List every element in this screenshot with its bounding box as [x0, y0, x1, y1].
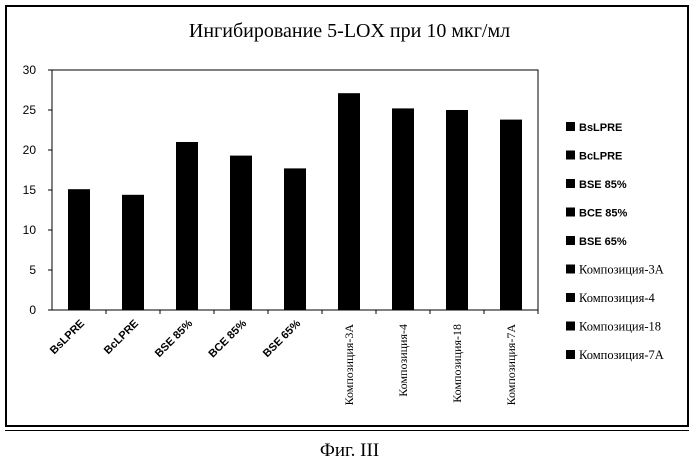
bar: [392, 108, 414, 310]
y-tick-label: 0: [29, 303, 36, 317]
y-tick-label: 15: [23, 183, 37, 197]
x-tick-label: BSE 85%: [153, 317, 195, 359]
y-tick-label: 10: [23, 223, 37, 237]
legend-swatch: [566, 293, 575, 302]
y-tick-label: 25: [23, 103, 37, 117]
legend-swatch: [566, 179, 575, 188]
x-tick-label: Композиция-4: [396, 324, 410, 397]
bar: [68, 189, 90, 310]
legend-label: Композиция-4: [579, 291, 655, 305]
legend-label: Композиция-7А: [579, 348, 664, 362]
legend-swatch: [566, 151, 575, 160]
legend-swatch: [566, 208, 575, 217]
legend-label: BcLPRE: [579, 151, 622, 163]
legend-label: BSE 65%: [579, 236, 627, 248]
bar: [122, 195, 144, 310]
x-tick-label: Композиция-3А: [342, 324, 356, 406]
bar: [338, 93, 360, 310]
bar: [446, 110, 468, 310]
x-tick-label: Композиция-7А: [504, 324, 518, 406]
legend-label: BsLPRE: [579, 122, 622, 134]
bar: [284, 168, 306, 310]
y-tick-label: 30: [23, 63, 37, 77]
x-tick-label: BcLPRE: [102, 318, 141, 357]
bar: [230, 156, 252, 310]
x-tick-label: BsLPRE: [48, 318, 87, 357]
x-tick-label: BCE 85%: [206, 317, 249, 360]
legend-label: BSE 85%: [579, 179, 627, 191]
legend-swatch: [566, 236, 575, 245]
legend-label: Композиция-18: [579, 320, 661, 334]
x-tick-label: BSE 65%: [261, 317, 303, 359]
bar: [500, 120, 522, 310]
legend-swatch: [566, 122, 575, 131]
x-tick-label: Композиция-18: [450, 324, 464, 403]
legend-swatch: [566, 265, 575, 274]
y-tick-label: 5: [29, 263, 36, 277]
figure-caption: Фиг. III: [0, 440, 699, 462]
legend-swatch: [566, 350, 575, 359]
legend-swatch: [566, 322, 575, 331]
legend-label: BCE 85%: [579, 208, 628, 220]
legend-label: Композиция-3А: [579, 263, 664, 277]
bar: [176, 142, 198, 310]
y-tick-label: 20: [23, 143, 37, 157]
